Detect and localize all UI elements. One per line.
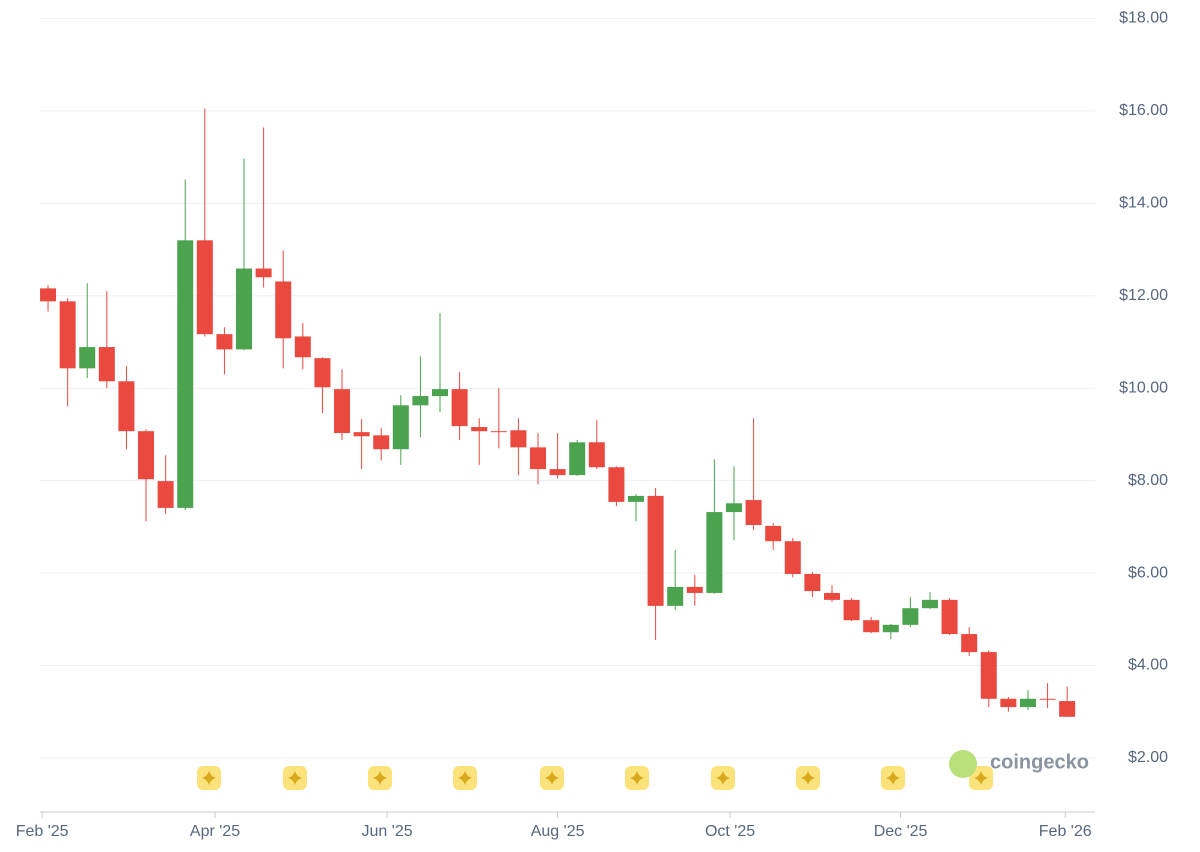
event-star [630,771,644,785]
candle-body [588,442,605,468]
event-star [801,771,815,785]
candle-body [530,447,547,470]
y-tick-label: $6.00 [1128,564,1168,581]
candle-body [706,512,723,593]
candle-body [843,599,860,621]
y-tick-label: $14.00 [1119,195,1168,212]
event-star [716,771,730,785]
candle-body [725,503,742,513]
x-tick-label: Oct '25 [705,823,755,840]
candle-body [823,592,840,600]
candle-body [392,405,409,450]
candle-body [608,467,625,502]
candle-body [314,358,331,388]
y-tick-label: $4.00 [1128,657,1168,674]
candle-body [216,334,233,350]
candle-body [686,586,703,593]
x-tick-label: Aug '25 [531,823,585,840]
y-tick-label: $8.00 [1128,472,1168,489]
event-star [974,771,988,785]
candle-body [784,541,801,574]
candle-body [177,240,194,508]
y-tick-label: $10.00 [1119,379,1168,396]
candle-body [941,599,958,635]
candle-body [196,240,213,335]
x-tick-label: Apr '25 [190,823,240,840]
candle-body [627,495,644,502]
candle-body [373,435,390,450]
candle-body [40,288,57,302]
candle-body [1039,698,1056,700]
candle-body [804,573,821,592]
candle-body [882,624,899,633]
candle-body [157,481,174,508]
event-star [458,771,472,785]
y-tick-label: $12.00 [1119,287,1168,304]
candle-body [1000,698,1017,708]
candle-body [863,620,880,633]
candle-body [1059,701,1076,717]
candle-body [549,469,566,476]
candle-body [432,389,449,397]
candle-body [236,268,253,350]
x-tick-label: Jun '25 [362,823,413,840]
watermark: coingecko [990,751,1089,773]
candle-body [138,431,155,480]
candle-body [765,525,782,542]
candle-body [961,634,978,653]
y-tick-label: $2.00 [1128,749,1168,766]
candle-body [412,396,429,406]
candle-body [510,430,527,448]
x-tick-label: Dec '25 [874,823,928,840]
candle-body [490,431,507,433]
candle-body [98,347,115,382]
candle-body [921,599,938,609]
candle-body [353,432,370,437]
candle-body [451,389,468,427]
candle-body [902,608,919,625]
candle-body [334,389,351,434]
event-markers [197,766,993,790]
candle-body [1019,698,1036,708]
candle-body [275,281,292,339]
candle-body [79,347,96,369]
candle-body [471,427,488,432]
event-star [545,771,559,785]
candle-body [118,381,135,432]
candle-body [294,336,311,358]
candle-body [647,495,664,606]
candle-body [980,652,997,699]
y-tick-label: $18.00 [1119,10,1168,27]
candle-body [569,442,586,476]
candle-body [667,586,684,606]
x-tick-label: Feb '26 [1039,823,1092,840]
candle-body [59,301,76,369]
candle-body [255,268,272,278]
y-tick-label: $16.00 [1119,102,1168,119]
event-star [202,771,216,785]
event-star [886,771,900,785]
event-star [373,771,387,785]
event-star [288,771,302,785]
watermark-logo [949,750,977,778]
x-tick-label: Feb '25 [16,823,69,840]
candle-body [745,500,762,526]
